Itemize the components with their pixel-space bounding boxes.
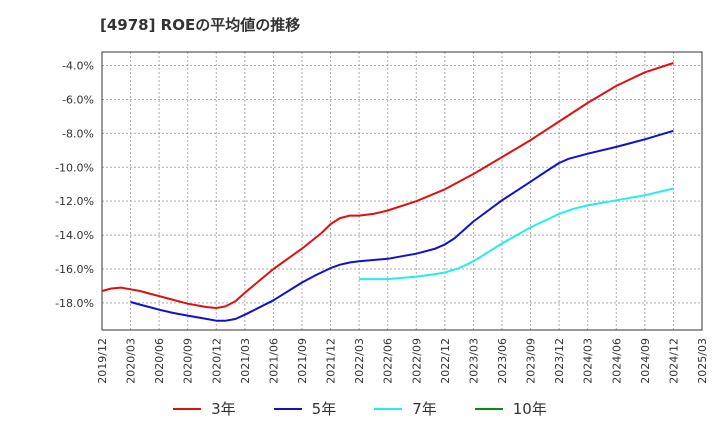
grid [101, 52, 703, 330]
legend-item: 10年 [474, 398, 547, 419]
x-tick-label: 2021/03 [239, 338, 252, 384]
legend-swatch [474, 407, 503, 410]
y-tick-label: -16.0% [55, 263, 94, 276]
y-tick-label: -12.0% [55, 195, 94, 208]
y-tick-label: -18.0% [55, 297, 94, 310]
y-axis-ticks: -18.0% -16.0% -14.0% -12.0% -10.0% -8.0% -6.0%… [55, 60, 94, 310]
x-tick-label: 2020/06 [153, 338, 166, 384]
x-tick-label: 2022/03 [353, 338, 366, 384]
legend-label: 7年 [412, 400, 437, 418]
x-tick-label: 2022/06 [382, 338, 395, 384]
legend-item: 5年 [273, 398, 337, 419]
legend: 3年 5年 7年 10年 [0, 398, 720, 419]
legend-swatch [273, 407, 302, 410]
x-tick-label: 2022/09 [410, 338, 423, 384]
legend-item: 7年 [374, 398, 437, 419]
x-tick-label: 2023/12 [553, 338, 566, 384]
legend-label: 3年 [211, 400, 236, 418]
series-line-3 [359, 187, 674, 281]
chart-title: [4978] ROEの平均値の推移 [100, 16, 301, 34]
series-line-2 [130, 129, 674, 322]
x-tick-label: 2023/03 [467, 338, 480, 384]
x-tick-label: 2024/03 [582, 338, 595, 384]
plot-frame [101, 51, 703, 331]
y-tick-label: -10.0% [55, 161, 94, 174]
x-tick-label: 2023/09 [525, 338, 538, 384]
x-tick-label: 2020/09 [182, 338, 195, 384]
x-tick-label: 2022/12 [439, 338, 452, 384]
legend-swatch [374, 407, 403, 410]
y-tick-label: -6.0% [62, 93, 94, 106]
y-tick-label: -4.0% [62, 60, 94, 73]
x-tick-label: 2024/09 [639, 338, 652, 384]
legend-item: 3年 [173, 398, 236, 419]
x-tick-label: 2021/12 [325, 338, 338, 384]
y-tick-label: -14.0% [55, 229, 94, 242]
series-line-1 [101, 62, 674, 309]
x-tick-label: 2020/03 [125, 338, 138, 384]
y-tick-label: -8.0% [62, 127, 94, 140]
legend-label: 5年 [311, 400, 337, 418]
legend-swatch [173, 407, 202, 410]
x-axis-ticks: 2019/12 2020/03 2020/06 2020/09 2020/12 2021/… [96, 338, 709, 384]
x-tick-label: 2023/06 [496, 338, 509, 384]
x-tick-label: 2021/06 [267, 338, 280, 384]
legend-label: 10年 [512, 400, 547, 418]
series-layer [101, 62, 674, 322]
x-tick-label: 2025/03 [696, 338, 709, 384]
x-tick-label: 2024/06 [610, 338, 623, 384]
x-tick-label: 2024/12 [667, 338, 680, 384]
x-tick-label: 2019/12 [96, 338, 109, 384]
x-tick-label: 2020/12 [210, 338, 223, 384]
x-tick-label: 2021/09 [296, 338, 309, 384]
